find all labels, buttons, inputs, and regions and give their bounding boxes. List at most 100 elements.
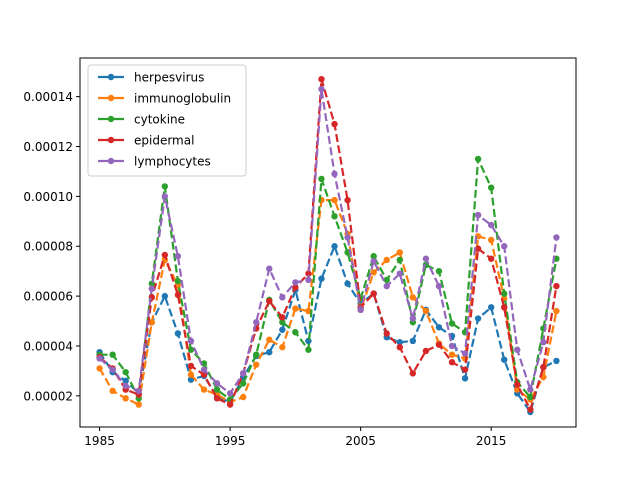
data-point-lymphocytes (226, 390, 234, 397)
data-point-lymphocytes (422, 255, 430, 262)
data-point-lymphocytes (187, 337, 195, 345)
data-point-immunoglobulin (514, 386, 521, 393)
data-point-herpesvirus (331, 243, 338, 250)
data-point-epidermal (527, 406, 534, 413)
data-point-herpesvirus (461, 375, 469, 382)
data-point-lymphocytes (253, 319, 260, 326)
data-point-herpesvirus (174, 330, 182, 337)
data-point-lymphocytes (239, 370, 247, 377)
y-tick-label: 0.00012 (23, 140, 73, 154)
data-point-epidermal (474, 245, 482, 252)
data-point-lymphocytes (474, 211, 482, 219)
y-tick-label: 0.00006 (23, 290, 73, 304)
data-point-cytokine (331, 213, 338, 220)
data-point-cytokine (501, 290, 508, 297)
data-point-immunoglobulin (109, 387, 116, 395)
data-point-immunoglobulin (553, 307, 560, 315)
data-point-immunoglobulin (305, 307, 312, 315)
y-tick-label: 0.00010 (23, 190, 73, 204)
data-point-lymphocytes (514, 346, 521, 353)
legend-item-lymphocytes: lymphocytes (98, 155, 211, 169)
data-point-epidermal (279, 314, 286, 321)
series-line-herpesvirus (98, 245, 557, 414)
data-point-lymphocytes (318, 85, 325, 93)
data-point-herpesvirus (553, 357, 560, 365)
data-point-epidermal (553, 282, 560, 290)
data-point-cytokine (239, 380, 247, 387)
legend-label: lymphocytes (134, 155, 211, 169)
data-point-epidermal (174, 291, 182, 299)
data-point-epidermal (266, 297, 273, 305)
legend-swatch-marker (107, 115, 115, 123)
data-point-herpesvirus (409, 337, 417, 345)
data-point-herpesvirus (344, 280, 351, 287)
data-point-herpesvirus (474, 315, 482, 322)
data-point-immunoglobulin (383, 256, 390, 264)
legend-item-epidermal: epidermal (98, 134, 194, 148)
data-point-cytokine (292, 329, 299, 336)
x-axis-ticks: 1985 1995 2005 2015 (84, 427, 506, 448)
data-point-lymphocytes (435, 282, 443, 290)
x-tick-label: 2005 (345, 434, 376, 448)
data-point-cytokine (109, 351, 116, 358)
data-point-lymphocytes (109, 366, 116, 373)
data-point-lymphocytes (396, 270, 403, 277)
data-point-herpesvirus (266, 349, 273, 356)
data-point-epidermal (396, 344, 403, 351)
x-tick-label: 2015 (476, 434, 507, 448)
data-point-epidermal (435, 341, 443, 348)
data-point-immunoglobulin (187, 371, 195, 378)
data-point-epidermal (305, 270, 312, 277)
legend: herpesvirus immunoglobulin cytokine epiderm… (87, 64, 247, 177)
data-point-lymphocytes (383, 282, 390, 290)
data-point-immunoglobulin (331, 196, 338, 204)
data-point-herpesvirus (396, 339, 403, 346)
data-point-epidermal (422, 347, 430, 355)
data-point-herpesvirus (501, 356, 508, 363)
series-line-lymphocytes (98, 88, 558, 395)
data-point-lymphocytes (409, 315, 417, 322)
y-tick-label: 0.00014 (23, 90, 73, 104)
data-point-immunoglobulin (292, 305, 299, 312)
data-point-herpesvirus (122, 377, 129, 385)
legend-label: herpesvirus (134, 71, 204, 85)
data-point-epidermal (226, 401, 234, 408)
data-point-immunoglobulin (135, 401, 142, 408)
data-point-lymphocytes (122, 382, 129, 390)
y-tick-label: 0.00002 (23, 389, 73, 403)
legend-item-cytokine: cytokine (98, 113, 185, 127)
data-point-cytokine (474, 155, 482, 163)
data-point-lymphocytes (96, 355, 103, 362)
data-point-epidermal (383, 330, 390, 337)
data-point-cytokine (396, 256, 403, 264)
data-point-lymphocytes (540, 339, 547, 346)
data-point-lymphocytes (553, 234, 560, 241)
data-point-lymphocytes (461, 350, 469, 357)
data-point-cytokine (174, 277, 182, 285)
legend-label: cytokine (134, 113, 185, 127)
data-point-herpesvirus (279, 326, 286, 333)
data-point-immunoglobulin (279, 344, 286, 351)
data-point-cytokine (383, 276, 390, 284)
data-point-cytokine (448, 320, 456, 327)
data-point-epidermal (292, 284, 299, 291)
data-point-lymphocytes (527, 386, 534, 393)
data-point-cytokine (187, 346, 195, 353)
data-point-lymphocytes (487, 221, 495, 229)
data-point-epidermal (461, 366, 469, 373)
data-point-lymphocytes (135, 387, 142, 395)
data-point-epidermal (409, 370, 417, 377)
data-point-immunoglobulin (200, 386, 208, 393)
data-point-cytokine (527, 393, 534, 401)
data-point-lymphocytes (161, 193, 169, 200)
data-point-herpesvirus (435, 324, 443, 331)
data-point-epidermal (161, 251, 169, 259)
data-point-immunoglobulin (148, 319, 155, 326)
data-point-immunoglobulin (409, 294, 417, 301)
data-point-epidermal (514, 381, 521, 388)
legend-swatch-marker (107, 94, 115, 102)
series-line-cytokine (99, 157, 558, 401)
data-point-epidermal (487, 255, 495, 262)
series-lymphocytes (96, 85, 560, 397)
data-point-lymphocytes (148, 285, 155, 292)
